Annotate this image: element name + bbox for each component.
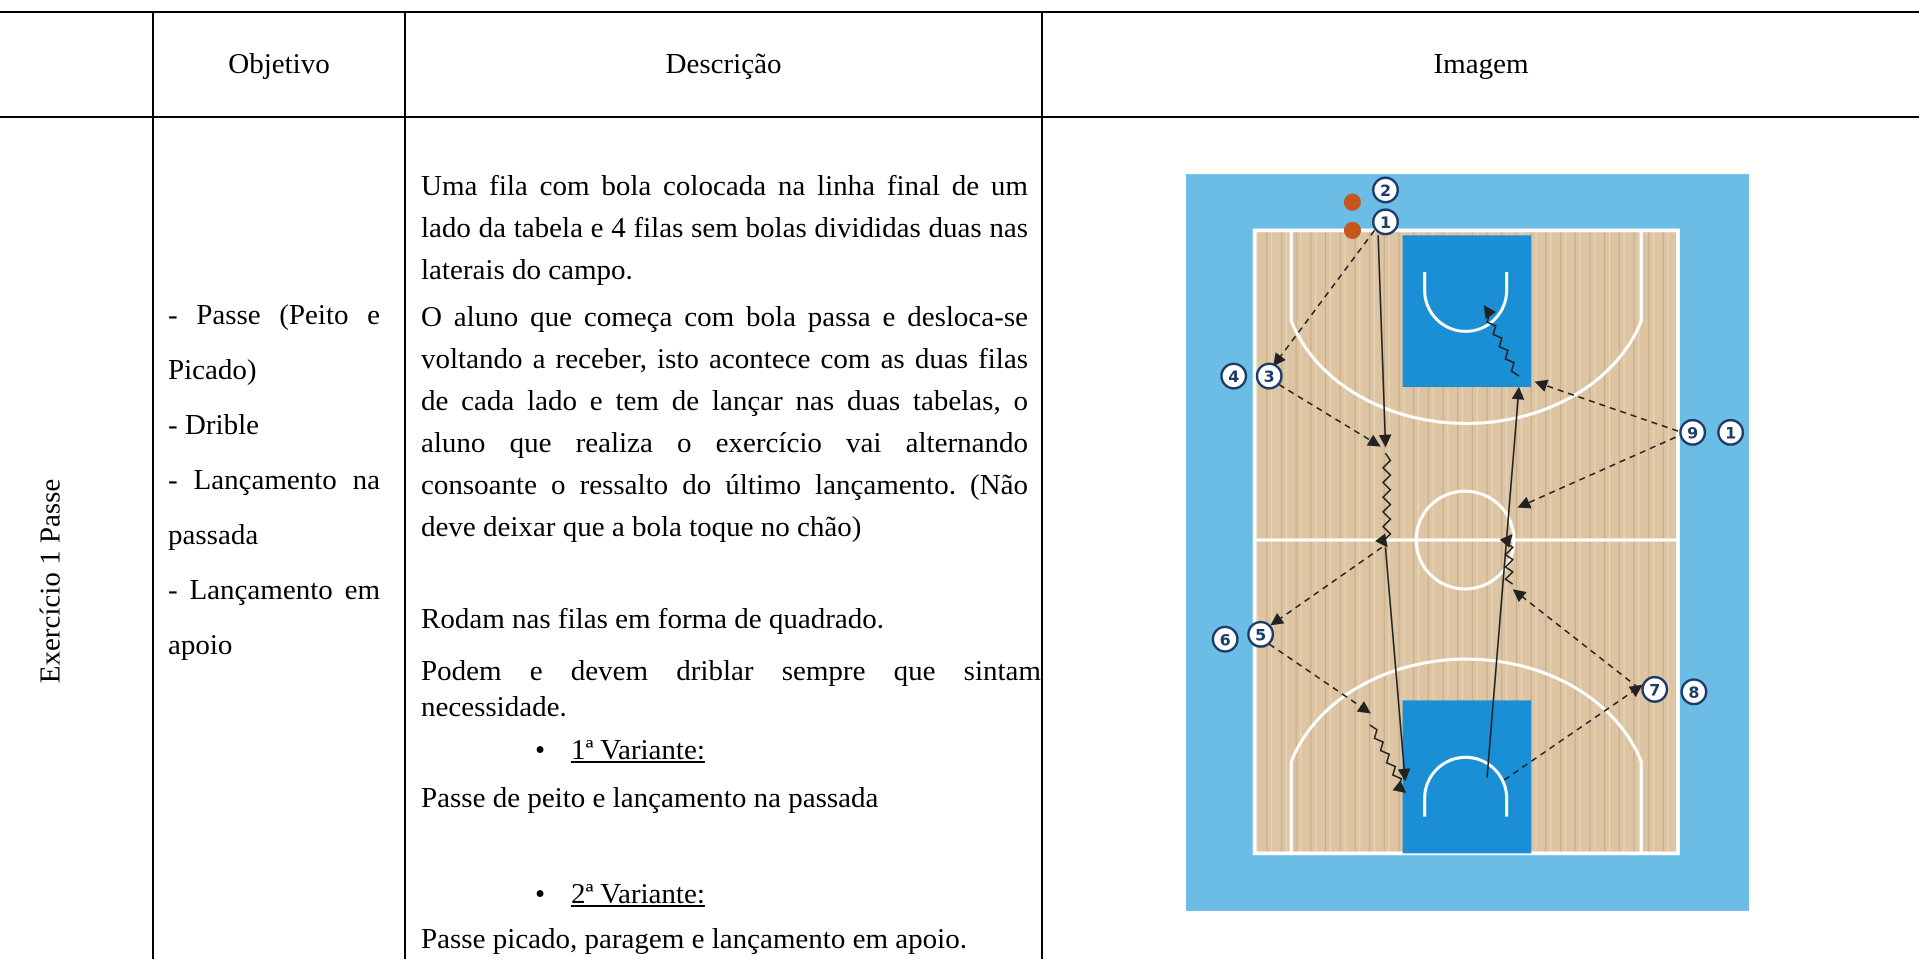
description: Podem e devem driblar sempre que sintam …: [421, 655, 1041, 723]
objectives: - Passe (Peito e Picado) - Drible - Lanç…: [168, 288, 380, 673]
header-cell: Objetivo: [228, 48, 330, 80]
objective: - Passe (Peito e Picado): [168, 299, 380, 386]
table-border: [152, 11, 154, 959]
variant-title: 2ª Variante:: [571, 878, 705, 910]
player-number: 1: [1725, 423, 1736, 442]
player-number: 3: [1264, 367, 1275, 386]
objective: - Lançamento na passada: [168, 464, 380, 551]
player-marker: [1247, 620, 1275, 648]
player-marker: [1679, 418, 1707, 446]
variant-text: Passe de peito e lançamento na passada: [421, 782, 879, 814]
table-border: [0, 11, 1919, 13]
objective: - Lançamento em apoio: [168, 574, 380, 661]
player-marker: [1717, 418, 1745, 446]
variant-title: 1ª Variante:: [571, 734, 705, 766]
player-number: 8: [1688, 683, 1699, 702]
player-number: 9: [1687, 423, 1698, 442]
table-border: [0, 116, 1919, 118]
player-number: 1: [1380, 213, 1391, 232]
description: O aluno que começa com bola passa e desl…: [421, 301, 1028, 543]
player-number: 2: [1380, 181, 1391, 200]
variant: • 2ª Variante:: [535, 878, 705, 910]
row-label: Exercício 1 Passe: [34, 478, 67, 684]
player-marker: [1255, 362, 1283, 390]
player-number: 7: [1649, 680, 1660, 699]
description: Uma fila com bola colocada na linha fina…: [421, 170, 1028, 286]
player-marker: [1372, 208, 1399, 236]
table-border: [1041, 11, 1043, 959]
player-number: 6: [1220, 630, 1231, 649]
player-number: 5: [1255, 625, 1266, 644]
player-marker: [1211, 625, 1239, 653]
objective: - Drible: [168, 409, 259, 441]
table-border: [404, 11, 406, 959]
player-marker: [1220, 362, 1248, 390]
variant: • 1ª Variante:: [535, 734, 705, 766]
player-number: 4: [1228, 367, 1239, 386]
player-marker: [1680, 678, 1708, 706]
court-diagram: 2 1 4 3 9 1 6 5 7 8: [1186, 174, 1749, 911]
header-cell: Descrição: [665, 48, 782, 80]
description: Rodam nas filas em forma de quadrado.: [421, 603, 885, 635]
variant-text: Passe picado, paragem e lançamento em ap…: [421, 923, 967, 955]
header-cell: Imagem: [1433, 48, 1529, 80]
player-marker: [1372, 176, 1399, 204]
player-marker: [1641, 675, 1669, 703]
